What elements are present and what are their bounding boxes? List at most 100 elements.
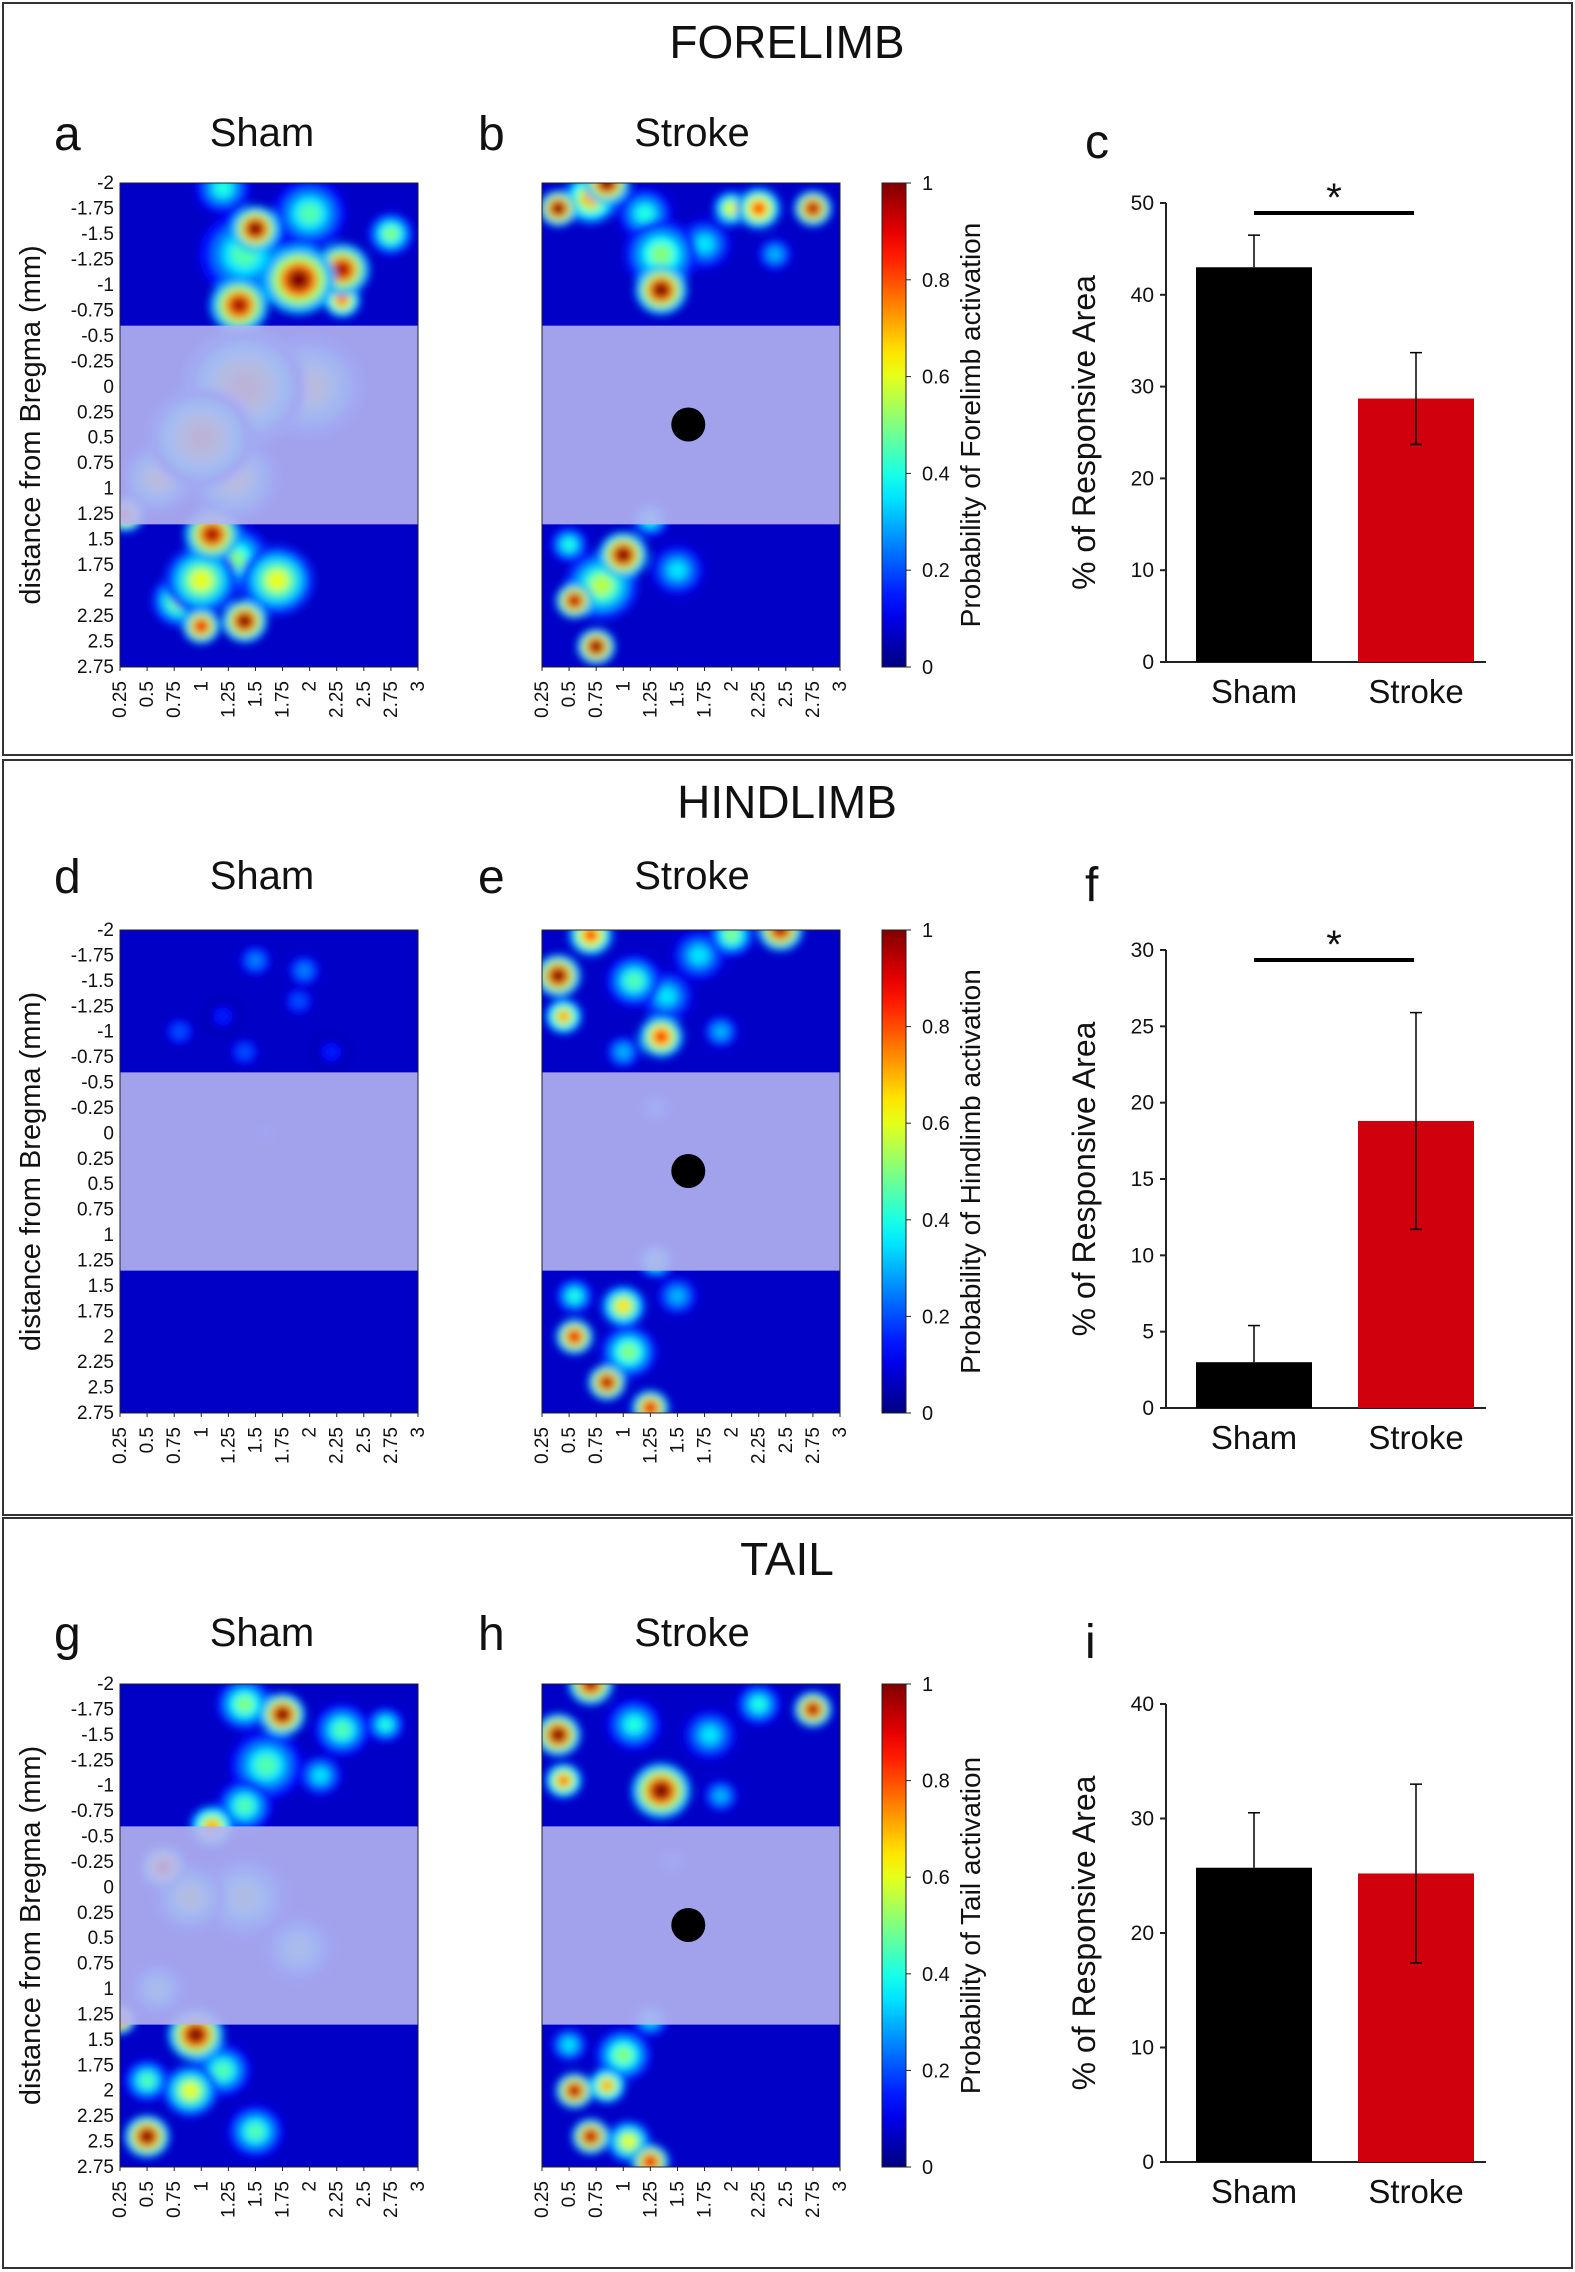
y-tick-label: 2.75 <box>77 2157 114 2178</box>
heatmap-hotspot <box>636 205 654 222</box>
section-frame <box>2 759 1573 1516</box>
x-tick-label: 1.75 <box>273 681 294 718</box>
y-tick-label: -1.25 <box>71 996 114 1017</box>
heatmap-hotspot <box>725 202 739 215</box>
bar-y-tick-label: 25 <box>1131 1015 1154 1038</box>
y-axis-label: distance from Bregma (mm) <box>15 1746 47 2105</box>
panel-letter: h <box>478 1608 505 1661</box>
panel-letter: g <box>54 1608 81 1661</box>
x-tick-label: 2.25 <box>327 681 348 718</box>
y-tick-label: 0.5 <box>88 428 114 449</box>
y-tick-label: 1.5 <box>88 530 114 551</box>
heatmap-hotspot <box>562 538 576 551</box>
section-title: FORELIMB <box>669 16 904 68</box>
heatmap-sham-field <box>120 183 418 667</box>
heatmap-hotspot <box>619 1343 638 1361</box>
bar-category-label: Stroke <box>1368 2173 1463 2210</box>
heatmap-hotspot <box>246 2123 265 2140</box>
heatmap-hotspot <box>625 972 643 990</box>
heatmap-hotspot <box>583 1684 599 1692</box>
x-tick-label: 2.75 <box>381 1427 402 1464</box>
y-tick-label: -1.25 <box>71 249 114 270</box>
y-tick-label: -1 <box>97 275 114 296</box>
bar-category-label: Sham <box>1211 2173 1297 2210</box>
heatmap-hotspot <box>214 2062 232 2079</box>
y-tick-label: 2 <box>103 581 114 602</box>
bar-sham <box>1196 1362 1312 1408</box>
y-tick-label: -1.5 <box>81 971 114 992</box>
heatmap-hotspot <box>768 248 782 261</box>
x-tick-label: 3 <box>830 1427 851 1438</box>
x-tick-label: 1.5 <box>245 2181 266 2207</box>
colorbar-tick-label: 0.2 <box>922 560 950 582</box>
y-tick-label: 0.25 <box>77 1149 114 1170</box>
heatmap-hotspot <box>550 968 566 983</box>
x-tick-label: 1.25 <box>218 1427 239 1464</box>
heatmap-frame <box>541 182 841 668</box>
x-tick-label: 3 <box>408 1427 429 1438</box>
x-tick-label: 1 <box>191 2181 212 2192</box>
x-tick-label: 2.75 <box>803 1427 824 1464</box>
bar-category-label: Stroke <box>1368 673 1463 710</box>
x-tick-label: 1.5 <box>667 681 688 707</box>
heatmap-hotspot <box>255 1754 278 1776</box>
bar-y-tick-label: 40 <box>1131 1693 1154 1716</box>
x-tick-label: 2.5 <box>354 2181 375 2207</box>
colorbar <box>881 929 907 1414</box>
y-tick-label: 0.25 <box>77 402 114 423</box>
heatmap-hotspot <box>806 1703 820 1716</box>
heatmap-hotspot <box>550 1727 566 1742</box>
bar-y-tick-label: 50 <box>1131 192 1154 215</box>
colorbar-tick-label: 0.4 <box>922 1964 950 1986</box>
y-tick-label: -1.75 <box>71 945 114 966</box>
x-tick-label: 3 <box>830 681 851 692</box>
heatmap-hotspot <box>600 1376 614 1389</box>
heatmap-hotspot <box>298 203 321 225</box>
bar-y-tick-label: 0 <box>1142 2151 1154 2174</box>
colorbar-tick-label: 0.6 <box>922 1113 950 1135</box>
heatmap-hotspot <box>652 282 670 298</box>
y-tick-label: 2.25 <box>77 606 114 627</box>
colorbar-tick-label: 0 <box>922 657 933 679</box>
heatmap-hotspot <box>181 2082 200 2100</box>
x-tick-label: 1.25 <box>640 2181 661 2218</box>
heatmap-hotspot <box>139 2073 155 2088</box>
heatmap-hotspot <box>714 1025 728 1038</box>
heatmap-hotspot <box>287 269 310 291</box>
panel-title-sham: Sham <box>210 854 315 898</box>
x-tick-label: 1.75 <box>273 1427 294 1464</box>
y-tick-label: -0.5 <box>81 1073 114 1094</box>
lesion-band <box>120 325 418 525</box>
heatmap-hotspot <box>313 1768 328 1783</box>
x-tick-label: 1.5 <box>667 2181 688 2207</box>
heatmap-hotspot <box>333 261 351 278</box>
heatmap-hotspot <box>235 1797 254 1815</box>
heatmap-frame <box>541 929 841 1414</box>
y-tick-label: 0 <box>103 377 114 398</box>
x-tick-label: 2 <box>300 681 321 692</box>
x-tick-label: 0.5 <box>137 1427 158 1453</box>
x-tick-label: 1.5 <box>245 1427 266 1453</box>
heatmap-hotspot <box>806 202 820 215</box>
y-tick-label: 2 <box>103 2081 114 2102</box>
y-tick-label: 2.75 <box>77 657 114 678</box>
colorbar-tick-label: 0.6 <box>922 1867 950 1889</box>
section-title: TAIL <box>740 1533 834 1585</box>
heatmap-hotspot <box>275 1707 290 1722</box>
bar-y-tick-label: 30 <box>1131 939 1154 962</box>
y-tick-label: 0.75 <box>77 1200 114 1221</box>
heatmap-hotspot <box>615 1299 631 1314</box>
heatmap-hotspot <box>690 947 708 964</box>
x-tick-label: 0.25 <box>110 1427 131 1464</box>
x-tick-label: 2 <box>300 2181 321 2192</box>
x-tick-label: 2.75 <box>803 681 824 718</box>
x-tick-label: 0.25 <box>110 2181 131 2218</box>
colorbar <box>881 1683 907 2168</box>
colorbar-label: Probability of Forelimb activation <box>955 223 986 628</box>
y-tick-label: 1.25 <box>77 2004 114 2025</box>
x-tick-label: 2.75 <box>381 2181 402 2218</box>
heatmap-frame <box>119 929 419 1414</box>
heatmap-hotspot <box>590 575 613 596</box>
bar-y-tick-label: 10 <box>1131 2037 1154 2060</box>
